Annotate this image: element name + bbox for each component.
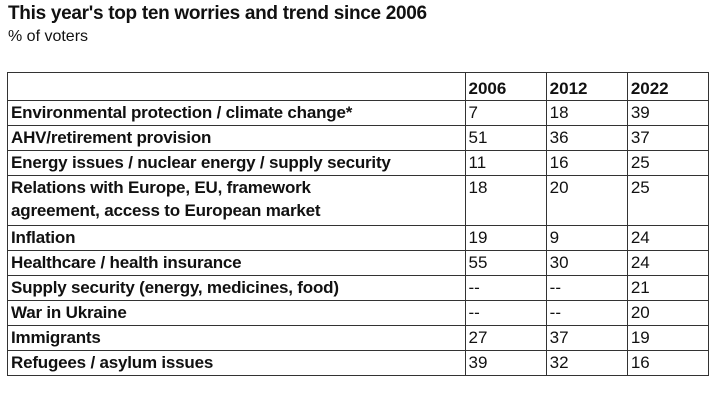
table-row: Healthcare / health insurance 55 30 24 [7, 250, 710, 276]
column-header: 2006 [464, 72, 547, 101]
row-label: Immigrants [7, 325, 466, 351]
header-row: 2006 2012 2022 [7, 72, 710, 101]
cell-value: 19 [626, 325, 710, 351]
cell-value: -- [464, 300, 547, 326]
row-label: Refugees / asylum issues [7, 350, 466, 376]
row-label: Relations with Europe, EU, framework agr… [7, 175, 466, 226]
column-header [7, 72, 466, 101]
cell-value: 20 [545, 175, 628, 226]
cell-value: 55 [464, 250, 547, 276]
cell-value: 27 [464, 325, 547, 351]
cell-value: 21 [626, 275, 710, 301]
table-row: Supply security (energy, medicines, food… [7, 275, 710, 301]
cell-value: 25 [626, 150, 710, 176]
row-label: Inflation [7, 225, 466, 251]
row-label: AHV/retirement provision [7, 125, 466, 151]
cell-value: 39 [626, 100, 710, 126]
column-header: 2022 [626, 72, 710, 101]
cell-value: 9 [545, 225, 628, 251]
chart-title: This year's top ten worries and trend si… [8, 3, 427, 24]
worries-table: 2006 2012 2022 Environmental protection / c… [7, 72, 710, 376]
row-label: Energy issues / nuclear energy / supply … [7, 150, 466, 176]
cell-value: 32 [545, 350, 628, 376]
cell-value: 39 [464, 350, 547, 376]
table-row: Energy issues / nuclear energy / supply … [7, 150, 710, 176]
cell-value: 24 [626, 225, 710, 251]
cell-value: 37 [626, 125, 710, 151]
cell-value: 16 [545, 150, 628, 176]
table-row: AHV/retirement provision 51 36 37 [7, 125, 710, 151]
cell-value: -- [545, 300, 628, 326]
table-row: Relations with Europe, EU, framework agr… [7, 175, 710, 226]
cell-value: 25 [626, 175, 710, 226]
column-header: 2012 [545, 72, 628, 101]
cell-value: 24 [626, 250, 710, 276]
cell-value: 18 [545, 100, 628, 126]
table-row: Refugees / asylum issues 39 32 16 [7, 350, 710, 376]
cell-value: -- [464, 275, 547, 301]
cell-value: 51 [464, 125, 547, 151]
table-row: Immigrants 27 37 19 [7, 325, 710, 351]
cell-value: 30 [545, 250, 628, 276]
row-label: Environmental protection / climate chang… [7, 100, 466, 126]
row-label: Healthcare / health insurance [7, 250, 466, 276]
table-row: War in Ukraine -- -- 20 [7, 300, 710, 326]
table-row: Environmental protection / climate chang… [7, 100, 710, 126]
table-row: Inflation 19 9 24 [7, 225, 710, 251]
cell-value: -- [545, 275, 628, 301]
chart-subtitle: % of voters [8, 28, 89, 45]
cell-value: 19 [464, 225, 547, 251]
cell-value: 7 [464, 100, 547, 126]
cell-value: 11 [464, 150, 547, 176]
row-label: Supply security (energy, medicines, food… [7, 275, 466, 301]
row-label: War in Ukraine [7, 300, 466, 326]
cell-value: 36 [545, 125, 628, 151]
cell-value: 37 [545, 325, 628, 351]
cell-value: 18 [464, 175, 547, 226]
cell-value: 16 [626, 350, 710, 376]
cell-value: 20 [626, 300, 710, 326]
